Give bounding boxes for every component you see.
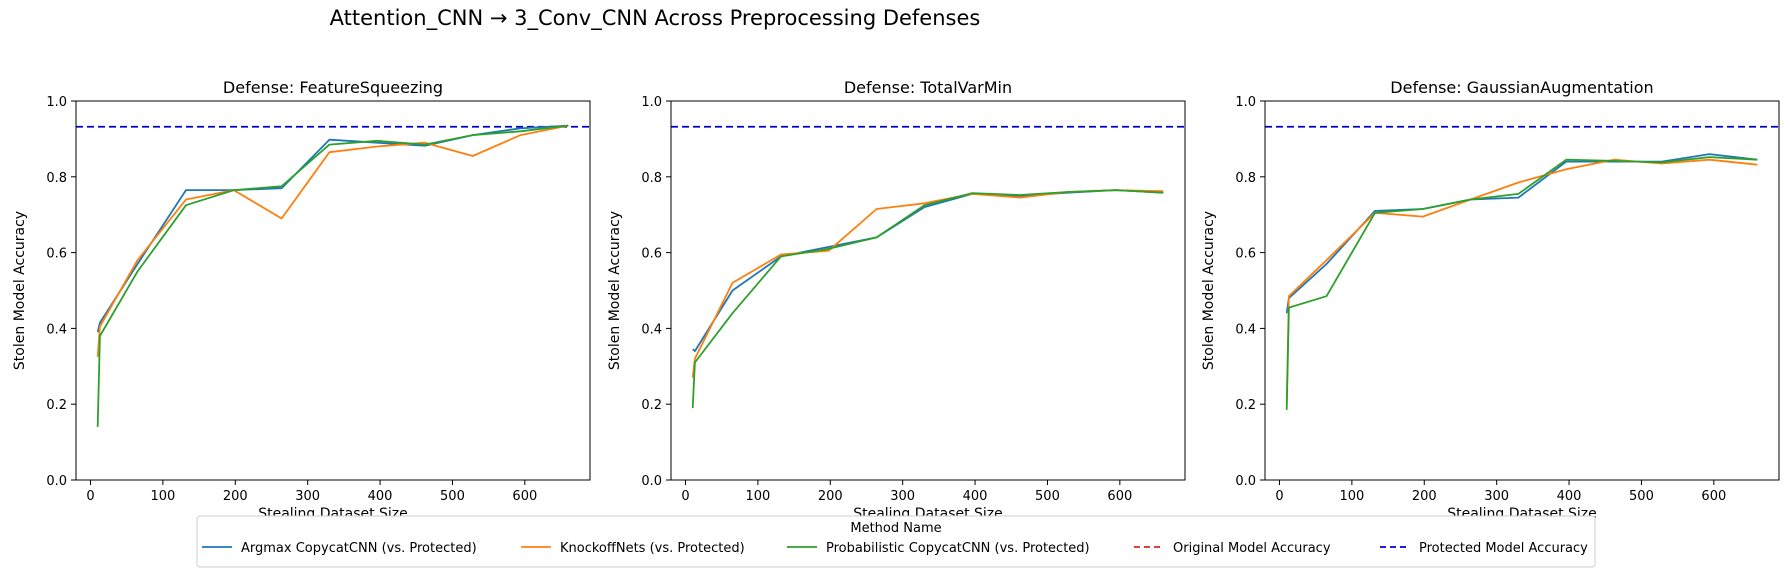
legend-label: Probabilistic CopycatCNN (vs. Protected) xyxy=(826,541,1090,556)
x-tick-label: 300 xyxy=(890,489,915,504)
x-tick-label: 400 xyxy=(963,489,988,504)
series-line-3 xyxy=(96,124,569,427)
x-tick-label: 0 xyxy=(86,489,94,504)
legend-label: Original Model Accuracy xyxy=(1173,541,1331,556)
subplot-title: Defense: GaussianAugmentation xyxy=(1390,78,1653,97)
y-tick-label: 0.0 xyxy=(46,474,67,489)
x-tick-label: 0 xyxy=(1275,489,1283,504)
y-tick-label: 1.0 xyxy=(641,95,662,110)
y-tick-label: 0.8 xyxy=(641,171,662,186)
series-line-1 xyxy=(1285,153,1758,314)
x-tick-label: 600 xyxy=(512,489,537,504)
y-tick-label: 0.4 xyxy=(1235,322,1256,337)
axes-frame xyxy=(1264,100,1780,481)
x-tick-label: 0 xyxy=(681,489,689,504)
y-tick-label: 1.0 xyxy=(1235,95,1256,110)
series-line-3 xyxy=(691,189,1164,409)
y-tick-label: 1.0 xyxy=(46,95,67,110)
series-line-3 xyxy=(1285,156,1758,410)
legend: Method Name Argmax CopycatCNN (vs. Prote… xyxy=(196,515,1596,568)
x-tick-label: 200 xyxy=(1412,489,1437,504)
x-tick-label: 600 xyxy=(1701,489,1726,504)
y-tick-label: 0.6 xyxy=(46,247,67,262)
y-axis-label: Stolen Model Accuracy xyxy=(607,211,623,370)
y-tick-label: 0.4 xyxy=(641,322,662,337)
x-tick-label: 400 xyxy=(368,489,393,504)
series-line-1 xyxy=(692,189,1164,353)
y-tick-label: 0.6 xyxy=(641,247,662,262)
x-tick-label: 100 xyxy=(1339,489,1364,504)
y-tick-label: 0.8 xyxy=(46,171,67,186)
x-tick-label: 200 xyxy=(818,489,843,504)
subplots: Defense: FeatureSqueezing 0 100 200 300 400 50… xyxy=(12,78,1780,522)
figure-title: Attention_CNN → 3_Conv_CNN Across Prepro… xyxy=(330,6,981,31)
y-axis-label: Stolen Model Accuracy xyxy=(12,211,28,370)
subplot-2: Defense: TotalVarMin 0 100 200 300 400 500 600 0… xyxy=(607,78,1186,522)
series-line-2 xyxy=(96,124,569,357)
y-tick-label: 0.2 xyxy=(46,398,67,413)
series-line-2 xyxy=(1285,158,1758,405)
legend-frame xyxy=(196,515,1596,568)
x-tick-label: 500 xyxy=(1035,489,1060,504)
y-tick-label: 0.2 xyxy=(641,398,662,413)
x-tick-label: 400 xyxy=(1557,489,1582,504)
legend-label: KnockoffNets (vs. Protected) xyxy=(560,541,745,556)
x-tick-label: 500 xyxy=(440,489,465,504)
legend-entry-5: Protected Model Accuracy xyxy=(1380,541,1588,556)
subplot-1: Defense: FeatureSqueezing 0 100 200 300 400 50… xyxy=(12,78,591,522)
x-tick-label: 500 xyxy=(1629,489,1654,504)
legend-entry-4: Original Model Accuracy xyxy=(1134,541,1331,556)
series-line-2 xyxy=(691,189,1164,378)
x-tick-label: 100 xyxy=(745,489,770,504)
x-tick-label: 300 xyxy=(1484,489,1509,504)
x-tick-label: 100 xyxy=(150,489,175,504)
y-tick-label: 0.8 xyxy=(1235,171,1256,186)
legend-label: Protected Model Accuracy xyxy=(1419,541,1588,556)
legend-entry-1: Argmax CopycatCNN (vs. Protected) xyxy=(202,541,477,556)
subplot-3: Defense: GaussianAugmentation 0 100 200 300 4… xyxy=(1201,78,1780,522)
axes-frame xyxy=(75,100,591,481)
x-tick-label: 300 xyxy=(295,489,320,504)
subplot-title: Defense: TotalVarMin xyxy=(844,78,1012,97)
legend-entries: Argmax CopycatCNN (vs. Protected) Knockof… xyxy=(202,541,1588,556)
y-tick-label: 0.0 xyxy=(1235,474,1256,489)
y-axis-label: Stolen Model Accuracy xyxy=(1201,211,1217,370)
subplot-title: Defense: FeatureSqueezing xyxy=(223,78,443,97)
axes-frame xyxy=(670,100,1186,481)
y-tick-label: 0.0 xyxy=(641,474,662,489)
y-tick-label: 0.2 xyxy=(1235,398,1256,413)
legend-title: Method Name xyxy=(850,521,941,536)
x-tick-label: 600 xyxy=(1107,489,1132,504)
legend-entry-3: Probabilistic CopycatCNN (vs. Protected) xyxy=(787,541,1090,556)
x-tick-label: 200 xyxy=(223,489,248,504)
y-tick-label: 0.4 xyxy=(46,322,67,337)
legend-label: Argmax CopycatCNN (vs. Protected) xyxy=(241,541,477,556)
legend-entry-2: KnockoffNets (vs. Protected) xyxy=(521,541,745,556)
y-tick-label: 0.6 xyxy=(1235,247,1256,262)
